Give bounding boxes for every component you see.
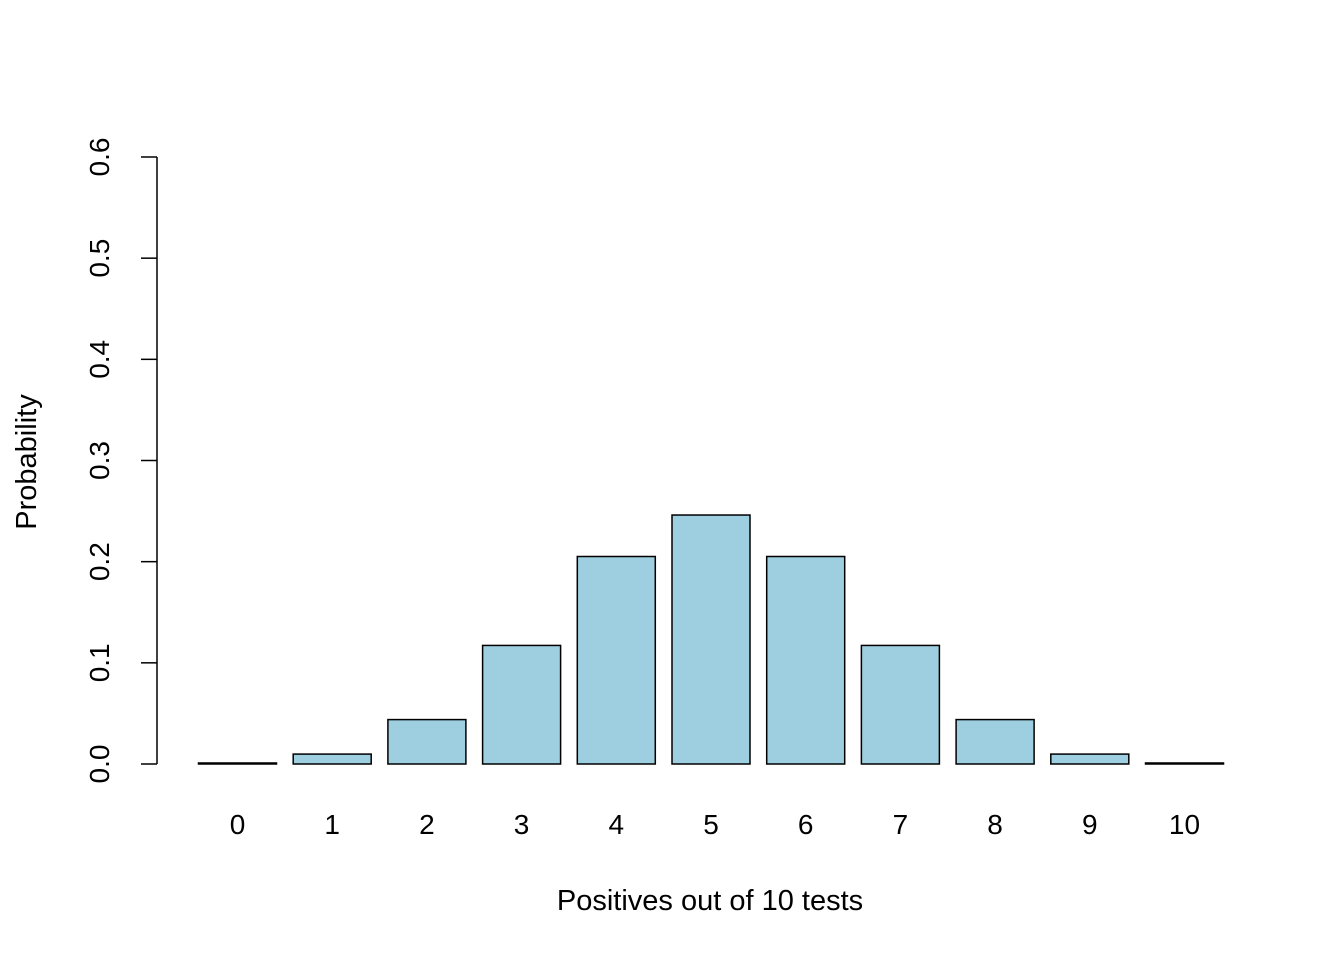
bars <box>197 514 1225 765</box>
y-tick-label: 0.5 <box>84 239 115 278</box>
bar-5 <box>671 514 751 765</box>
x-tick-label: 0 <box>230 809 246 840</box>
x-tick-label: 4 <box>609 809 625 840</box>
y-tick-label: 0.6 <box>84 138 115 177</box>
y-tick-label: 0.3 <box>84 441 115 480</box>
bar-1 <box>292 753 372 765</box>
y-axis: 0.0 0.1 0.2 0.3 0.4 0.5 0.6 <box>84 138 158 784</box>
x-tick-label: 6 <box>798 809 814 840</box>
y-tick-label: 0.0 <box>84 745 115 784</box>
y-tick-label: 0.2 <box>84 542 115 581</box>
bar-8 <box>955 718 1035 765</box>
x-tick-label: 10 <box>1169 809 1200 840</box>
x-tick-label: 5 <box>703 809 719 840</box>
y-tick-label: 0.4 <box>84 340 115 379</box>
bar-9 <box>1050 753 1130 765</box>
x-tick-label: 2 <box>419 809 435 840</box>
x-axis-labels: 0 1 2 3 4 5 6 7 8 9 10 <box>230 809 1200 840</box>
x-tick-label: 1 <box>324 809 340 840</box>
bar-4 <box>576 555 657 765</box>
y-axis-title: Probability <box>11 394 43 530</box>
y-tick-label: 0.1 <box>84 643 115 682</box>
x-tick-label: 9 <box>1082 809 1098 840</box>
bar-0 <box>197 762 278 765</box>
bar-7 <box>860 644 941 765</box>
x-tick-label: 8 <box>987 809 1003 840</box>
bar-2 <box>387 718 467 765</box>
x-axis-title: Positives out of 10 tests <box>557 885 863 917</box>
x-tick-label: 7 <box>893 809 909 840</box>
bar-10 <box>1144 762 1225 765</box>
x-tick-label: 3 <box>514 809 530 840</box>
bar-6 <box>765 555 846 765</box>
bar-3 <box>481 644 562 765</box>
